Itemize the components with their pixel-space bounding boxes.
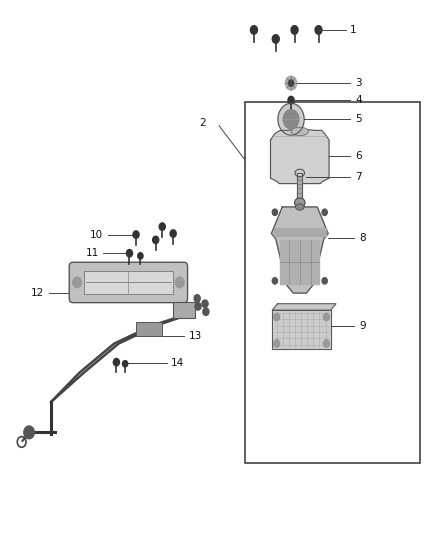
- Circle shape: [123, 361, 128, 367]
- Circle shape: [24, 426, 34, 439]
- Circle shape: [138, 253, 143, 259]
- Circle shape: [315, 26, 322, 34]
- Polygon shape: [272, 207, 328, 293]
- Circle shape: [202, 300, 208, 308]
- Polygon shape: [272, 304, 336, 310]
- Polygon shape: [297, 173, 302, 200]
- Circle shape: [323, 340, 329, 348]
- Circle shape: [133, 231, 139, 238]
- Circle shape: [291, 26, 298, 34]
- Circle shape: [278, 103, 304, 135]
- Circle shape: [274, 340, 280, 348]
- Ellipse shape: [294, 198, 305, 207]
- Bar: [245, 102, 420, 463]
- Circle shape: [127, 249, 133, 257]
- Circle shape: [322, 278, 327, 284]
- Polygon shape: [272, 310, 331, 349]
- Polygon shape: [274, 228, 326, 236]
- Circle shape: [113, 359, 120, 366]
- FancyBboxPatch shape: [69, 262, 187, 303]
- Circle shape: [195, 303, 201, 310]
- Circle shape: [203, 308, 209, 316]
- Text: 4: 4: [355, 95, 362, 105]
- Polygon shape: [280, 240, 319, 284]
- Text: 2: 2: [199, 118, 206, 128]
- Circle shape: [322, 209, 327, 215]
- Circle shape: [194, 295, 200, 302]
- Text: 11: 11: [86, 248, 99, 258]
- Bar: [136, 322, 162, 336]
- Circle shape: [272, 209, 278, 215]
- Ellipse shape: [295, 169, 304, 176]
- Circle shape: [159, 223, 165, 230]
- Circle shape: [272, 278, 278, 284]
- Circle shape: [288, 96, 294, 104]
- Text: 10: 10: [90, 230, 103, 240]
- Circle shape: [170, 230, 176, 237]
- Circle shape: [274, 313, 280, 321]
- Text: 1: 1: [350, 25, 357, 35]
- Circle shape: [288, 80, 293, 86]
- Text: 13: 13: [188, 330, 201, 341]
- Ellipse shape: [295, 204, 304, 210]
- Text: 14: 14: [171, 358, 184, 368]
- Text: 8: 8: [360, 233, 366, 243]
- Text: 5: 5: [355, 114, 362, 124]
- Text: 6: 6: [355, 151, 362, 161]
- Circle shape: [175, 277, 184, 288]
- Text: 3: 3: [355, 78, 362, 88]
- Circle shape: [286, 76, 297, 90]
- Circle shape: [73, 277, 81, 288]
- Text: 7: 7: [355, 172, 362, 182]
- Polygon shape: [271, 130, 329, 183]
- Text: 9: 9: [360, 321, 366, 332]
- Circle shape: [152, 236, 159, 244]
- Circle shape: [323, 313, 329, 321]
- Text: 12: 12: [31, 288, 44, 298]
- Bar: [84, 271, 173, 294]
- Bar: [173, 302, 195, 318]
- Ellipse shape: [291, 127, 308, 136]
- Circle shape: [251, 26, 258, 34]
- Circle shape: [283, 110, 299, 129]
- Circle shape: [272, 35, 279, 43]
